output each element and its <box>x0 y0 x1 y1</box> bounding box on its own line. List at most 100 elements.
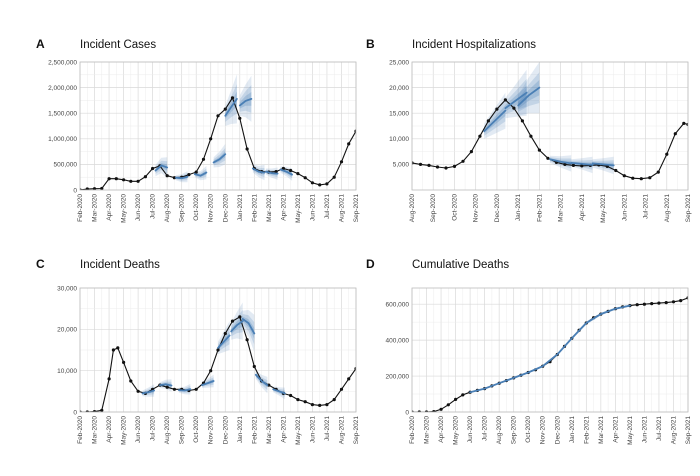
x-tick-label: Jun-2021 <box>309 416 316 443</box>
y-tick-label: 1,000,000 <box>48 136 77 143</box>
x-tick-label: Apr-2021 <box>280 416 287 443</box>
plot-layer <box>412 296 688 412</box>
x-tick-label: Feb-2020 <box>77 194 84 222</box>
x-tick-label: Jun-2021 <box>309 194 316 221</box>
y-tick-label: 20,000 <box>57 327 77 334</box>
observed-point <box>657 301 661 305</box>
forecast-line <box>570 162 594 166</box>
x-tick-label: Aug-2021 <box>664 194 671 223</box>
observed-point <box>245 147 249 151</box>
observed-point <box>439 407 443 411</box>
observed-point <box>129 179 133 183</box>
x-tick-label: May-2021 <box>627 416 634 445</box>
observed-point <box>580 164 584 168</box>
observed-point <box>512 106 516 110</box>
x-tick-label: Oct-2020 <box>451 194 458 221</box>
observed-line <box>80 316 356 412</box>
observed-point <box>172 387 176 391</box>
observed-point <box>503 98 507 102</box>
y-tick-label: 25,000 <box>389 59 409 66</box>
x-tick-label: Aug-2020 <box>409 194 416 223</box>
forecast-line <box>254 373 269 386</box>
x-tick-label: Nov-2020 <box>540 416 547 445</box>
forecast-band <box>518 72 540 112</box>
y-tick-label: 400,000 <box>386 337 410 344</box>
observed-point <box>454 397 458 401</box>
y-tick-label: 2,000,000 <box>48 85 77 92</box>
observed-point <box>347 142 351 146</box>
observed-point <box>639 177 643 181</box>
forecast-line <box>279 168 293 176</box>
forecast-line <box>469 304 631 394</box>
observed-point <box>622 174 626 178</box>
forecast-line <box>265 170 279 175</box>
forecast-line <box>241 318 256 335</box>
observed-point <box>223 107 227 111</box>
observed-point <box>427 163 431 167</box>
observed-point <box>216 114 220 118</box>
x-tick-label: Aug-2021 <box>338 416 345 445</box>
observed-point <box>136 389 140 393</box>
x-tick-label: Sep-2021 <box>353 194 360 223</box>
x-tick-label: Feb-2021 <box>583 416 590 444</box>
forecast-line <box>224 98 238 117</box>
observed-point <box>665 152 669 156</box>
forecast-line <box>201 380 215 386</box>
x-tick-label: Nov-2020 <box>208 416 215 445</box>
y-tick-label: 15,000 <box>389 111 409 118</box>
x-tick-label: Jul-2020 <box>482 416 489 441</box>
x-tick-label: Jun-2021 <box>641 416 648 443</box>
observed-point <box>446 403 450 407</box>
x-tick-label: Feb-2020 <box>77 416 84 444</box>
observed-point <box>318 403 322 407</box>
observed-point <box>332 175 336 179</box>
observed-point <box>339 387 344 391</box>
observed-point <box>486 119 490 123</box>
x-tick-label: Sep-2021 <box>685 194 692 223</box>
forecast-band <box>159 379 172 392</box>
y-tick-label: 10,000 <box>57 368 77 375</box>
panel-letter: C <box>36 257 45 271</box>
observed-point <box>151 166 155 171</box>
panel-title: Incident Deaths <box>80 259 160 271</box>
y-tick-label: 200,000 <box>386 373 410 380</box>
x-tick-label: Jan-2021 <box>237 194 244 221</box>
x-tick-label: Dec-2020 <box>222 194 229 223</box>
forecast-line <box>141 389 155 395</box>
forecast-band <box>518 62 540 116</box>
x-tick-label: Sep-2020 <box>179 194 186 223</box>
forecast-line <box>230 320 244 333</box>
observed-point <box>614 168 618 173</box>
x-tick-label: May-2020 <box>121 416 128 445</box>
panel-title: Incident Hospitalizations <box>412 39 536 51</box>
x-tick-label: Dec-2020 <box>554 416 561 445</box>
x-tick-label: Sep-2020 <box>511 416 518 445</box>
observed-point <box>679 299 683 303</box>
observed-point <box>478 134 482 138</box>
y-tick-label: 600,000 <box>386 301 410 308</box>
plot-layer <box>412 62 688 181</box>
x-tick-label: Feb-2021 <box>251 194 258 222</box>
observed-point <box>664 301 668 305</box>
observed-point <box>114 177 118 181</box>
x-tick-label: Jul-2021 <box>643 194 650 219</box>
observed-point <box>209 369 213 373</box>
forecast-band <box>194 165 207 181</box>
panel-letter: B <box>366 37 375 51</box>
panel-c: C Incident Deaths 0 10,000 20,000 30,000 Feb-2… <box>36 257 360 445</box>
observed-point <box>435 165 440 169</box>
observed-point <box>267 383 271 387</box>
x-tick-label: Apr-2021 <box>612 416 619 443</box>
y-tick-label: 0 <box>405 409 409 416</box>
x-tick-label: Jan-2021 <box>569 416 576 443</box>
x-tick-label: Nov-2020 <box>473 194 480 223</box>
x-tick-label: Dec-2020 <box>494 194 501 223</box>
forecast-line <box>212 153 227 164</box>
forecast-line <box>591 162 615 167</box>
observed-point <box>111 348 115 352</box>
observed-point <box>136 179 140 183</box>
panel-title: Cumulative Deaths <box>412 259 509 271</box>
x-tick-label: May-2021 <box>295 194 302 223</box>
